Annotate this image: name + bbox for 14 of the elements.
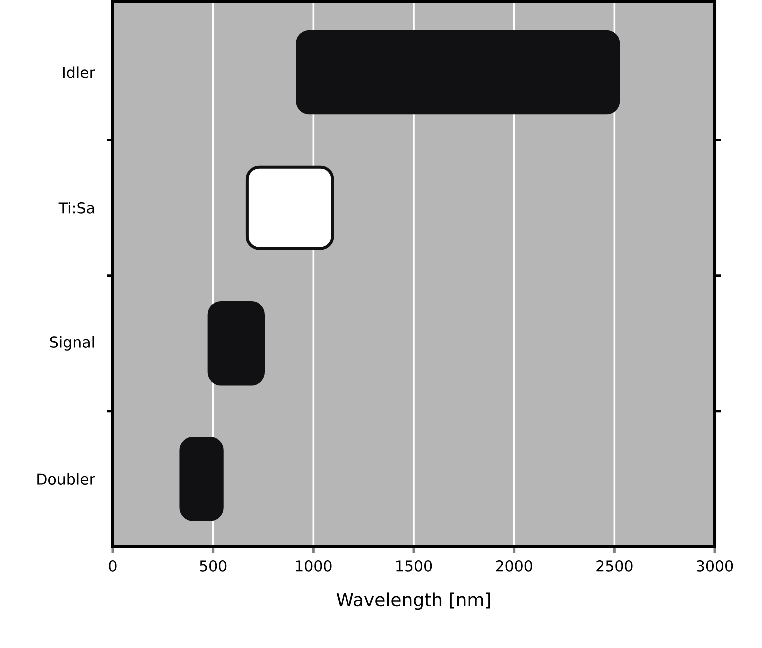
x-tick-label: 3000 bbox=[697, 560, 734, 572]
x-tick-label: 2500 bbox=[596, 560, 633, 572]
bar bbox=[246, 166, 334, 250]
y-tick-label: Signal bbox=[50, 336, 94, 351]
x-tick-label: 500 bbox=[200, 560, 227, 572]
x-tick-label: 1000 bbox=[296, 560, 332, 572]
y-tick-label: Idler bbox=[63, 66, 96, 78]
y-tick-label: Doubler bbox=[38, 473, 96, 486]
x-tick-label: 0 bbox=[109, 560, 117, 572]
bar bbox=[208, 301, 265, 386]
x-axis-title: Wavelength [nm] bbox=[336, 592, 490, 610]
x-tick-label: 1500 bbox=[396, 560, 432, 572]
x-tick-label: 2000 bbox=[496, 560, 532, 572]
y-tick-label: Ti:Sa bbox=[58, 202, 94, 214]
